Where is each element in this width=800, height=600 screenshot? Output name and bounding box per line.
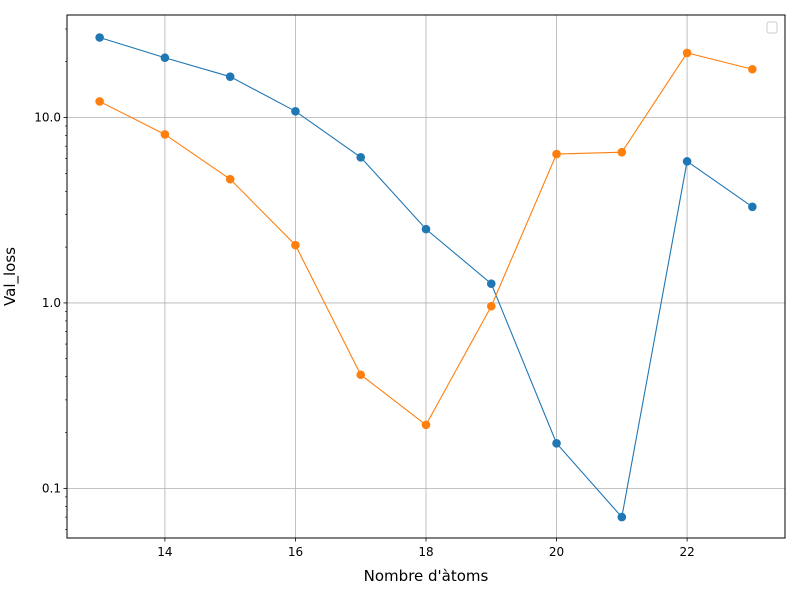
data-point: [421, 420, 431, 430]
data-point: [225, 72, 235, 81]
x-tick-label: 14: [157, 545, 172, 559]
data-point: [748, 64, 757, 74]
data-point: [225, 174, 235, 184]
data-point: [682, 48, 692, 58]
data-series: [95, 33, 757, 522]
data-point: [552, 149, 561, 159]
data-point: [291, 240, 300, 250]
x-tick-label: 16: [288, 545, 303, 559]
axis-ticks: 14 16 18 20 22 0.1 1.0 10.0: [34, 110, 694, 559]
data-point: [356, 152, 366, 162]
data-point: [682, 157, 692, 166]
x-tick-label: 18: [418, 545, 433, 559]
data-point: [486, 279, 496, 288]
x-tick-label: 22: [679, 545, 694, 559]
data-point: [95, 33, 104, 42]
y-axis-label: Val_loss: [1, 247, 20, 306]
data-point: [552, 439, 561, 448]
data-point: [748, 202, 757, 212]
data-point: [356, 370, 366, 380]
x-axis-label: Nombre d'àtoms: [364, 567, 489, 585]
data-point: [291, 106, 300, 116]
grid-lines: [67, 15, 785, 538]
y-tick-label: 0.1: [42, 481, 61, 495]
data-point: [160, 130, 170, 139]
data-point: [421, 224, 431, 234]
legend-box: [766, 21, 778, 34]
y-tick-label: 1.0: [42, 296, 61, 310]
data-point: [617, 512, 627, 522]
series-1: [95, 33, 757, 522]
data-point: [486, 301, 496, 311]
y-tick-label: 10.0: [34, 110, 61, 124]
series-2: [95, 48, 757, 430]
data-point: [95, 97, 104, 106]
x-tick-label: 20: [549, 545, 564, 559]
data-point: [160, 53, 170, 63]
data-point: [617, 147, 627, 157]
